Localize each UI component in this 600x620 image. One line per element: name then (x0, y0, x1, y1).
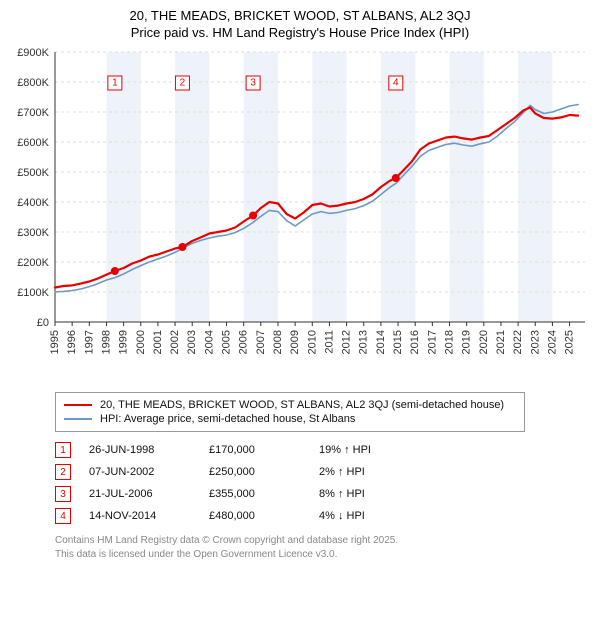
legend-label: HPI: Average price, semi-detached house,… (100, 413, 355, 425)
title-line-2: Price paid vs. HM Land Registry's House … (10, 25, 590, 40)
chart-svg: £0 £100K £200K £300K £400K £500K £600K £700K £80… (10, 46, 590, 386)
event-row: 4 14-NOV-2014£480,0004% ↓ HPI (55, 508, 525, 524)
svg-text:2: 2 (180, 78, 186, 89)
svg-text:2006: 2006 (238, 330, 250, 354)
chart-container: 20, THE MEADS, BRICKET WOOD, ST ALBANS, … (0, 0, 600, 571)
svg-text:4: 4 (393, 78, 399, 89)
chart: £0 £100K £200K £300K £400K £500K £600K £700K £80… (10, 46, 590, 386)
svg-text:2010: 2010 (306, 330, 318, 354)
svg-text:2004: 2004 (203, 330, 215, 354)
event-price: £250,000 (209, 466, 319, 478)
event-diff: 4% ↓ HPI (319, 510, 525, 522)
svg-text:£400K: £400K (17, 197, 49, 209)
svg-text:2007: 2007 (255, 330, 267, 354)
svg-text:2016: 2016 (409, 330, 421, 354)
footer-line-2: This data is licensed under the Open Gov… (55, 548, 590, 562)
event-row: 1 26-JUN-1998£170,00019% ↑ HPI (55, 442, 525, 458)
svg-text:2023: 2023 (529, 330, 541, 354)
svg-text:2000: 2000 (135, 330, 147, 354)
legend-row: HPI: Average price, semi-detached house,… (64, 413, 516, 425)
event-row: 3 21-JUL-2006£355,0008% ↑ HPI (55, 486, 525, 502)
event-row: 2 07-JUN-2002£250,0002% ↑ HPI (55, 464, 525, 480)
svg-text:2008: 2008 (272, 330, 284, 354)
svg-text:2011: 2011 (323, 330, 335, 354)
svg-text:£100K: £100K (17, 287, 49, 299)
legend-label: 20, THE MEADS, BRICKET WOOD, ST ALBANS, … (100, 399, 504, 411)
title-line-1: 20, THE MEADS, BRICKET WOOD, ST ALBANS, … (10, 8, 590, 23)
svg-text:£900K: £900K (17, 47, 49, 59)
svg-text:1996: 1996 (66, 330, 78, 354)
svg-text:2022: 2022 (512, 330, 524, 354)
event-price: £170,000 (209, 444, 319, 456)
svg-text:£300K: £300K (17, 227, 49, 239)
svg-text:2013: 2013 (358, 330, 370, 354)
svg-text:2017: 2017 (426, 330, 438, 354)
event-diff: 2% ↑ HPI (319, 466, 525, 478)
event-price: £480,000 (209, 510, 319, 522)
svg-text:2012: 2012 (341, 330, 353, 354)
svg-text:1995: 1995 (49, 330, 61, 354)
event-marker: 3 (55, 486, 71, 502)
svg-text:£500K: £500K (17, 167, 49, 179)
event-marker: 2 (55, 464, 71, 480)
event-date: 14-NOV-2014 (89, 510, 209, 522)
legend: 20, THE MEADS, BRICKET WOOD, ST ALBANS, … (55, 392, 525, 432)
svg-text:2020: 2020 (478, 330, 490, 354)
svg-text:2025: 2025 (564, 330, 576, 354)
legend-row: 20, THE MEADS, BRICKET WOOD, ST ALBANS, … (64, 399, 516, 411)
svg-text:2021: 2021 (495, 330, 507, 354)
svg-text:2015: 2015 (392, 330, 404, 354)
svg-text:2014: 2014 (375, 330, 387, 354)
event-marker: 4 (55, 508, 71, 524)
svg-text:2019: 2019 (461, 330, 473, 354)
svg-text:£200K: £200K (17, 257, 49, 269)
svg-text:1: 1 (112, 78, 118, 89)
svg-text:£600K: £600K (17, 137, 49, 149)
svg-text:1999: 1999 (118, 330, 130, 354)
event-diff: 19% ↑ HPI (319, 444, 525, 456)
svg-text:£700K: £700K (17, 107, 49, 119)
svg-text:1997: 1997 (83, 330, 95, 354)
svg-text:1998: 1998 (100, 330, 112, 354)
svg-text:2002: 2002 (169, 330, 181, 354)
event-diff: 8% ↑ HPI (319, 488, 525, 500)
events-table: 1 26-JUN-1998£170,00019% ↑ HPI 2 07-JUN-200… (55, 442, 525, 524)
event-marker: 1 (55, 442, 71, 458)
legend-swatch (64, 418, 92, 420)
legend-swatch (64, 404, 92, 406)
event-date: 21-JUL-2006 (89, 488, 209, 500)
event-date: 07-JUN-2002 (89, 466, 209, 478)
svg-text:£800K: £800K (17, 77, 49, 89)
title-block: 20, THE MEADS, BRICKET WOOD, ST ALBANS, … (10, 8, 590, 40)
event-price: £355,000 (209, 488, 319, 500)
svg-text:2024: 2024 (546, 330, 558, 354)
event-date: 26-JUN-1998 (89, 444, 209, 456)
svg-text:2009: 2009 (289, 330, 301, 354)
svg-text:2005: 2005 (221, 330, 233, 354)
svg-text:£0: £0 (37, 317, 49, 329)
svg-text:2001: 2001 (152, 330, 164, 354)
svg-text:3: 3 (250, 78, 256, 89)
footer: Contains HM Land Registry data © Crown c… (55, 534, 590, 561)
svg-text:2018: 2018 (443, 330, 455, 354)
svg-text:2003: 2003 (186, 330, 198, 354)
footer-line-1: Contains HM Land Registry data © Crown c… (55, 534, 590, 548)
